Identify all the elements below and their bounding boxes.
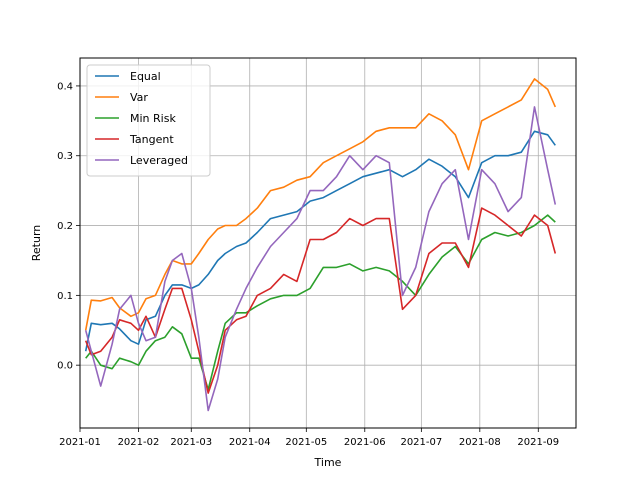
- series-line-leveraged: [84, 106, 557, 412]
- legend-label-equal: Equal: [130, 70, 161, 83]
- y-axis-label: Return: [30, 225, 43, 262]
- legend-label-var: Var: [130, 91, 148, 104]
- legend: Equal Var Min Risk Tangent Leveraged: [86, 64, 211, 177]
- y-tick-label: 0.2: [57, 221, 73, 232]
- x-tick-label: 2021-02: [118, 437, 160, 448]
- y-tick-label: 0.3: [57, 151, 73, 162]
- x-tick-label: 2021-04: [229, 437, 271, 448]
- x-axis-label: Time: [314, 456, 342, 469]
- x-tick-label: 2021-01: [59, 437, 101, 448]
- series-line-tangent: [84, 207, 557, 394]
- y-tick-label: 0.4: [57, 81, 73, 92]
- legend-box: [86, 64, 211, 177]
- series-lines: [84, 78, 557, 412]
- x-tick-label: 2021-03: [170, 437, 212, 448]
- legend-label-leveraged: Leveraged: [130, 154, 188, 167]
- y-axis-ticks: 0.0 0.1 0.2 0.3 0.4: [57, 81, 80, 372]
- legend-label-tangent: Tangent: [129, 133, 174, 146]
- y-tick-label: 0.0: [57, 361, 73, 372]
- x-tick-label: 2021-07: [400, 437, 442, 448]
- x-tick-label: 2021-05: [285, 437, 327, 448]
- series-line-var: [84, 78, 557, 331]
- x-axis-ticks: 2021-01 2021-02 2021-03 2021-04 2021-05 2021-…: [59, 428, 559, 448]
- series-line-equal: [84, 130, 556, 352]
- x-tick-label: 2021-08: [459, 437, 501, 448]
- x-tick-label: 2021-06: [344, 437, 386, 448]
- plot-frame: [79, 57, 577, 429]
- y-tick-label: 0.1: [57, 291, 73, 302]
- legend-label-min-risk: Min Risk: [130, 112, 176, 125]
- x-tick-label: 2021-09: [517, 437, 559, 448]
